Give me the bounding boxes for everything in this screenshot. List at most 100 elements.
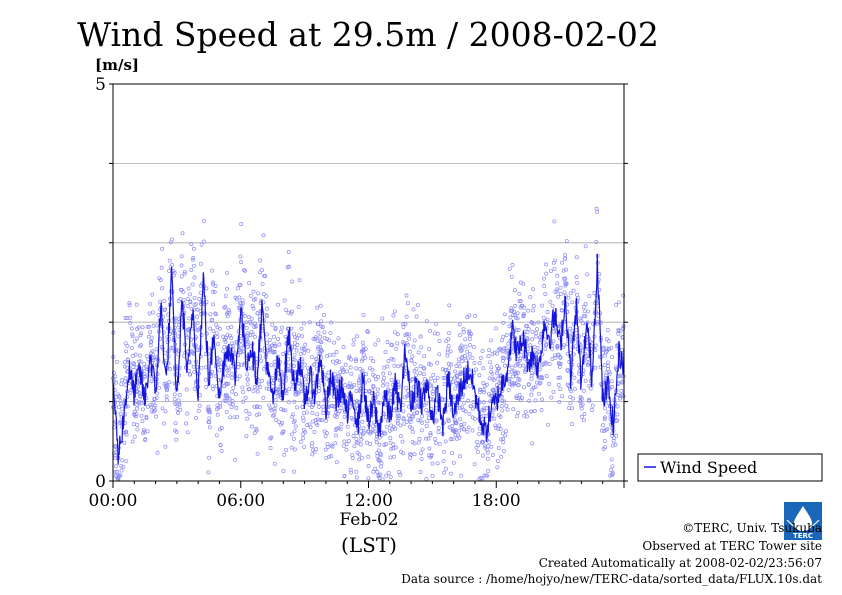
scatter-point bbox=[494, 383, 499, 388]
scatter-point bbox=[111, 370, 116, 375]
scatter-point bbox=[478, 390, 483, 394]
scatter-point bbox=[604, 346, 609, 351]
scatter-point bbox=[243, 313, 247, 318]
scatter-point bbox=[384, 473, 389, 478]
scatter-point bbox=[391, 313, 396, 318]
scatter-point bbox=[603, 353, 608, 358]
scatter-point bbox=[465, 429, 470, 434]
scatter-point bbox=[457, 364, 462, 369]
scatter-point bbox=[135, 327, 140, 331]
scatter-point bbox=[533, 384, 538, 389]
scatter-point bbox=[479, 440, 484, 445]
scatter-point bbox=[163, 409, 168, 414]
scatter-point bbox=[187, 316, 192, 321]
scatter-point bbox=[349, 470, 353, 475]
scatter-point bbox=[542, 276, 547, 281]
scatter-point bbox=[472, 361, 477, 365]
scatter-point bbox=[292, 340, 297, 345]
scatter-point bbox=[223, 339, 228, 344]
scatter-point bbox=[453, 433, 458, 438]
scatter-point bbox=[449, 376, 454, 381]
scatter-point bbox=[445, 347, 450, 352]
scatter-point bbox=[135, 427, 140, 432]
scatter-point bbox=[159, 265, 164, 270]
scatter-point bbox=[148, 402, 153, 407]
scatter-point bbox=[603, 406, 607, 411]
credit-created: Created Automatically at 2008-02-02/23:5… bbox=[539, 556, 822, 570]
scatter-point bbox=[210, 384, 215, 389]
scatter-point bbox=[583, 314, 588, 319]
scatter-point bbox=[268, 446, 273, 450]
scatter-point bbox=[284, 448, 289, 453]
scatter-point bbox=[604, 370, 609, 375]
scatter-point bbox=[150, 310, 155, 315]
scatter-point bbox=[245, 377, 250, 382]
scatter-point bbox=[228, 415, 233, 420]
scatter-point bbox=[366, 454, 371, 459]
scatter-point bbox=[244, 320, 249, 325]
scatter-point bbox=[593, 365, 598, 370]
scatter-point bbox=[254, 412, 259, 417]
scatter-point bbox=[212, 289, 217, 294]
scatter-point bbox=[219, 448, 224, 453]
scatter-point bbox=[253, 334, 257, 339]
scatter-point bbox=[318, 334, 323, 339]
scatter-point bbox=[477, 426, 482, 431]
scatter-point bbox=[427, 446, 432, 451]
scatter-point bbox=[145, 404, 150, 409]
scatter-point bbox=[324, 431, 329, 435]
scatter-point bbox=[408, 455, 413, 460]
scatter-point bbox=[235, 414, 240, 419]
scatter-point bbox=[412, 361, 417, 366]
scatter-point bbox=[276, 302, 281, 307]
scatter-point bbox=[412, 338, 417, 343]
scatter-point bbox=[471, 400, 476, 405]
scatter-point bbox=[572, 375, 577, 380]
scatter-point bbox=[116, 392, 121, 397]
scatter-point bbox=[258, 258, 263, 263]
scatter-point bbox=[602, 363, 607, 368]
scatter-point bbox=[174, 316, 179, 321]
scatter-point bbox=[203, 377, 208, 382]
scatter-point bbox=[148, 340, 153, 345]
scatter-point bbox=[216, 378, 221, 383]
scatter-point bbox=[396, 364, 401, 369]
scatter-point bbox=[267, 347, 272, 352]
scatter-point bbox=[302, 362, 307, 367]
scatter-point bbox=[299, 387, 304, 392]
scatter-point bbox=[486, 469, 491, 473]
scatter-point bbox=[192, 295, 197, 300]
scatter-point bbox=[568, 394, 573, 399]
scatter-point bbox=[130, 334, 135, 339]
scatter-point bbox=[558, 387, 563, 392]
scatter-point bbox=[522, 311, 527, 316]
scatter-point bbox=[454, 381, 459, 386]
scatter-point bbox=[604, 373, 609, 378]
scatter-point bbox=[467, 352, 472, 357]
scatter-point bbox=[606, 360, 611, 365]
scatter-point bbox=[436, 430, 441, 434]
scatter-point bbox=[272, 408, 277, 413]
scatter-point bbox=[604, 337, 609, 342]
logo-drop-shape bbox=[794, 506, 812, 531]
scatter-point bbox=[490, 453, 495, 457]
scatter-point bbox=[463, 358, 468, 363]
scatter-point bbox=[269, 363, 274, 368]
scatter-point bbox=[272, 461, 277, 466]
scatter-point bbox=[430, 473, 435, 478]
scatter-point bbox=[289, 368, 294, 373]
scatter-point bbox=[199, 242, 204, 247]
scatter-point bbox=[211, 302, 215, 307]
scatter-point bbox=[526, 382, 531, 387]
scatter-point bbox=[621, 326, 626, 331]
scatter-point bbox=[315, 417, 320, 422]
scatter-point bbox=[240, 389, 245, 394]
scatter-point bbox=[492, 406, 497, 411]
scatter-point bbox=[129, 346, 134, 350]
scatter-point bbox=[610, 472, 615, 477]
scatter-point bbox=[536, 320, 541, 325]
x-tick-label: 00:00 bbox=[89, 491, 138, 511]
scatter-point bbox=[176, 299, 181, 303]
scatter-point bbox=[337, 374, 342, 379]
scatter-point bbox=[264, 314, 269, 319]
